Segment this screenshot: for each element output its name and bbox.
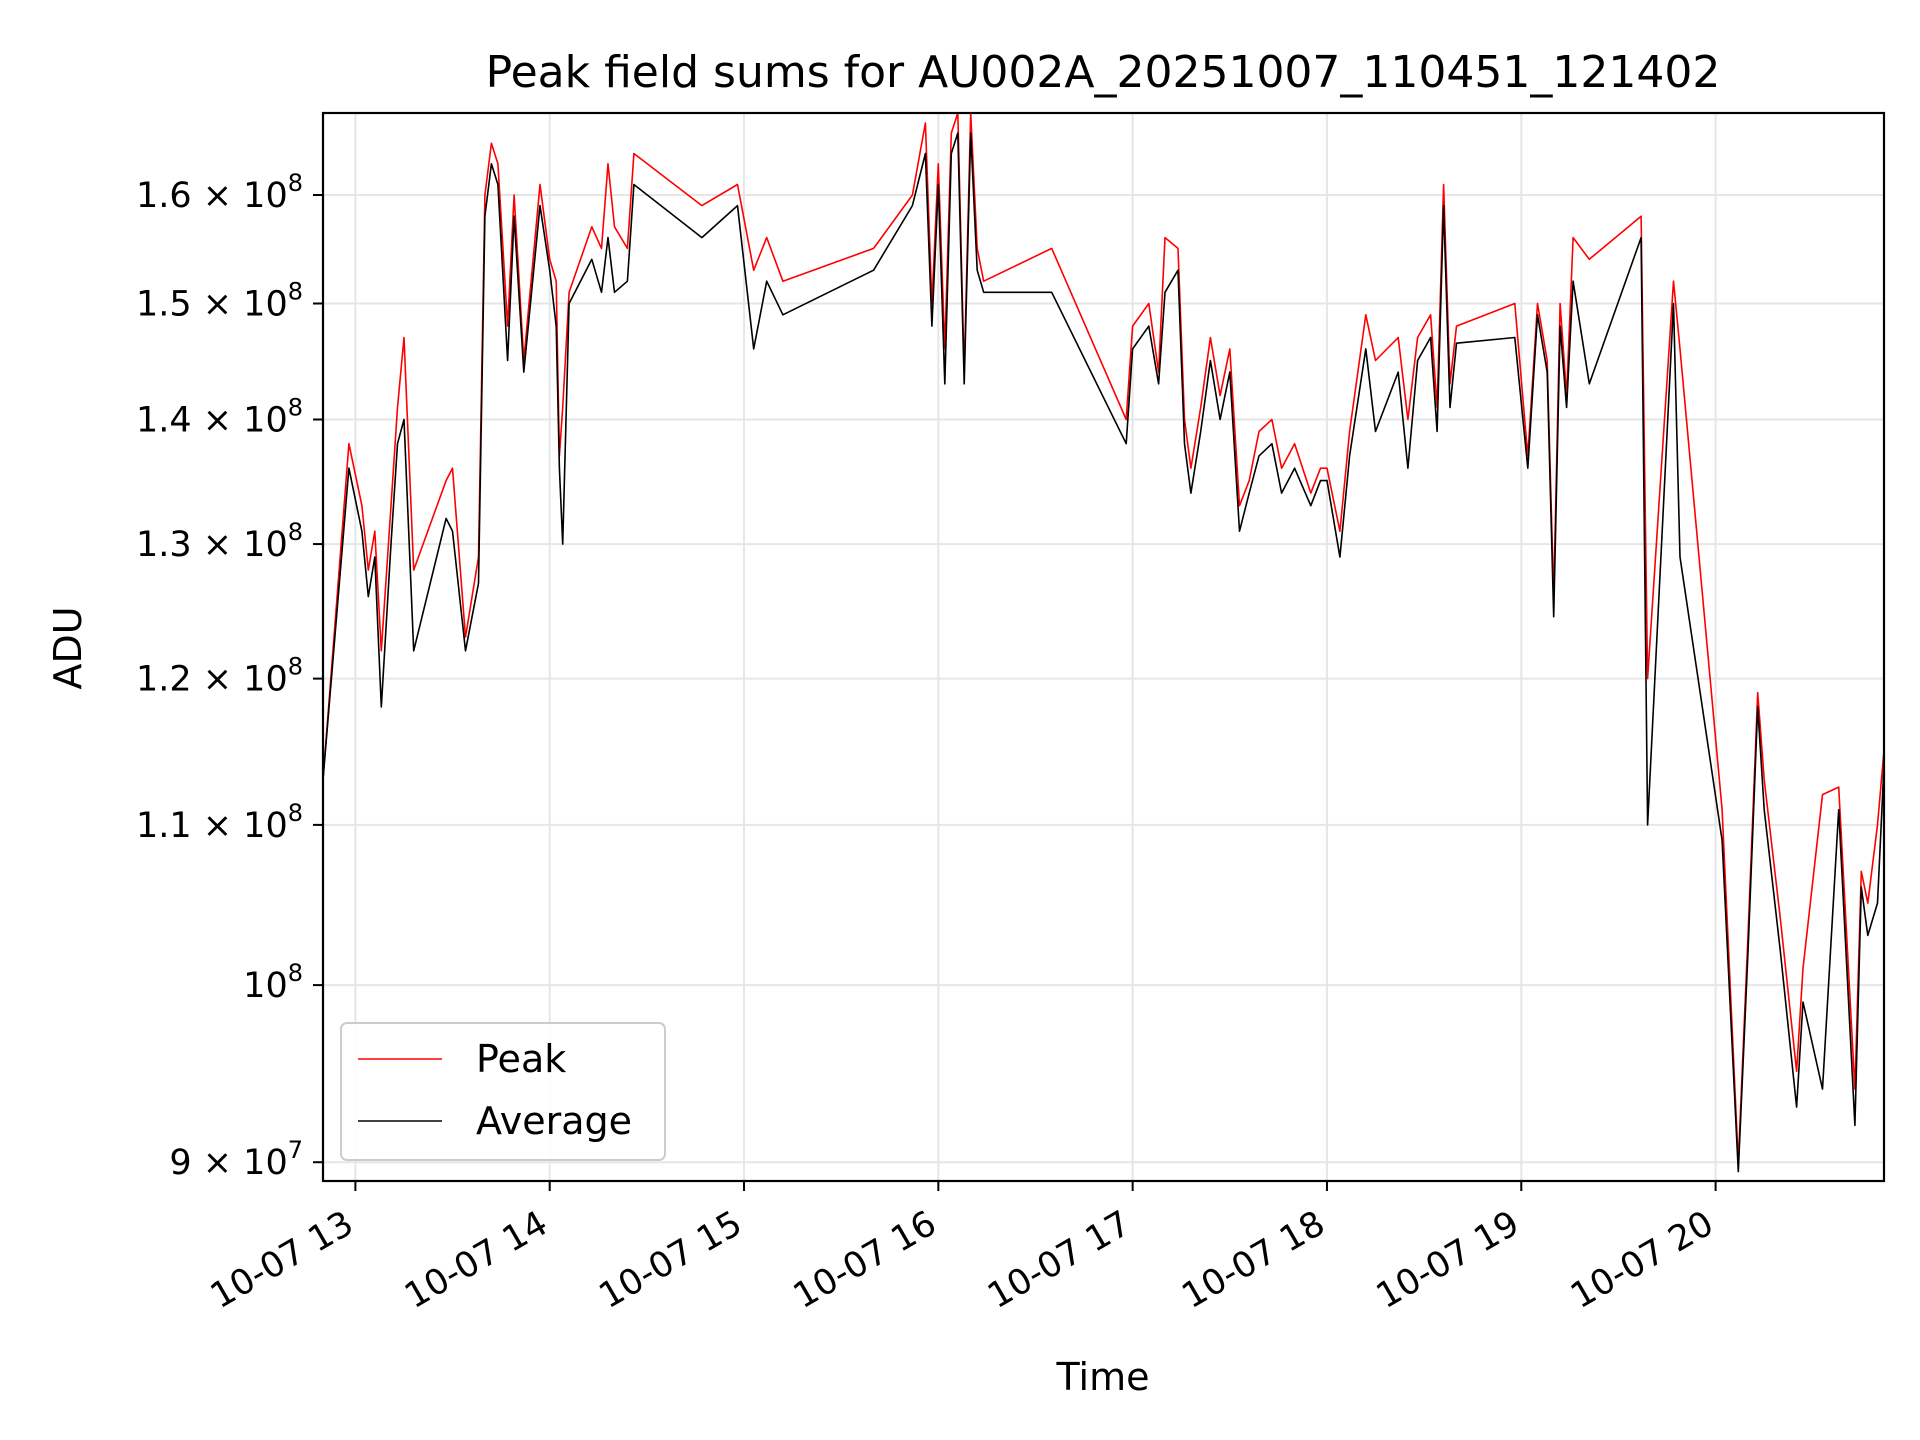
chart-title: Peak field sums for AU002A_20251007_1104… [486,47,1721,98]
series-line-average [322,132,1885,1173]
x-axis-label: Time [1056,1355,1150,1399]
legend: Peak Average [340,1022,666,1161]
y-tick-label: 108 [243,959,303,1006]
y-axis: 9 × 107 108 1.1 × 108 1.2 × 108 1.3 × 108 1.4… [136,169,323,1183]
y-tick-label: 1.4 × 108 [136,393,303,440]
y-tick-label: 1.1 × 108 [136,799,303,846]
y-tick-label: 1.6 × 108 [136,169,303,216]
y-tick-label: 1.5 × 108 [136,278,303,325]
y-tick-label: 1.3 × 108 [136,518,303,565]
y-axis-label: ADU [46,606,90,689]
y-tick-label: 9 × 107 [169,1136,303,1183]
plot-frame [321,111,1886,1183]
gridlines [323,113,1884,1181]
series-layer [322,112,1885,1173]
legend-box [340,1022,666,1161]
series-line-peak [322,112,1885,1163]
legend-label-peak: Peak [476,1037,566,1081]
y-tick-label: 1.2 × 108 [136,653,303,700]
legend-label-average: Average [476,1099,632,1143]
